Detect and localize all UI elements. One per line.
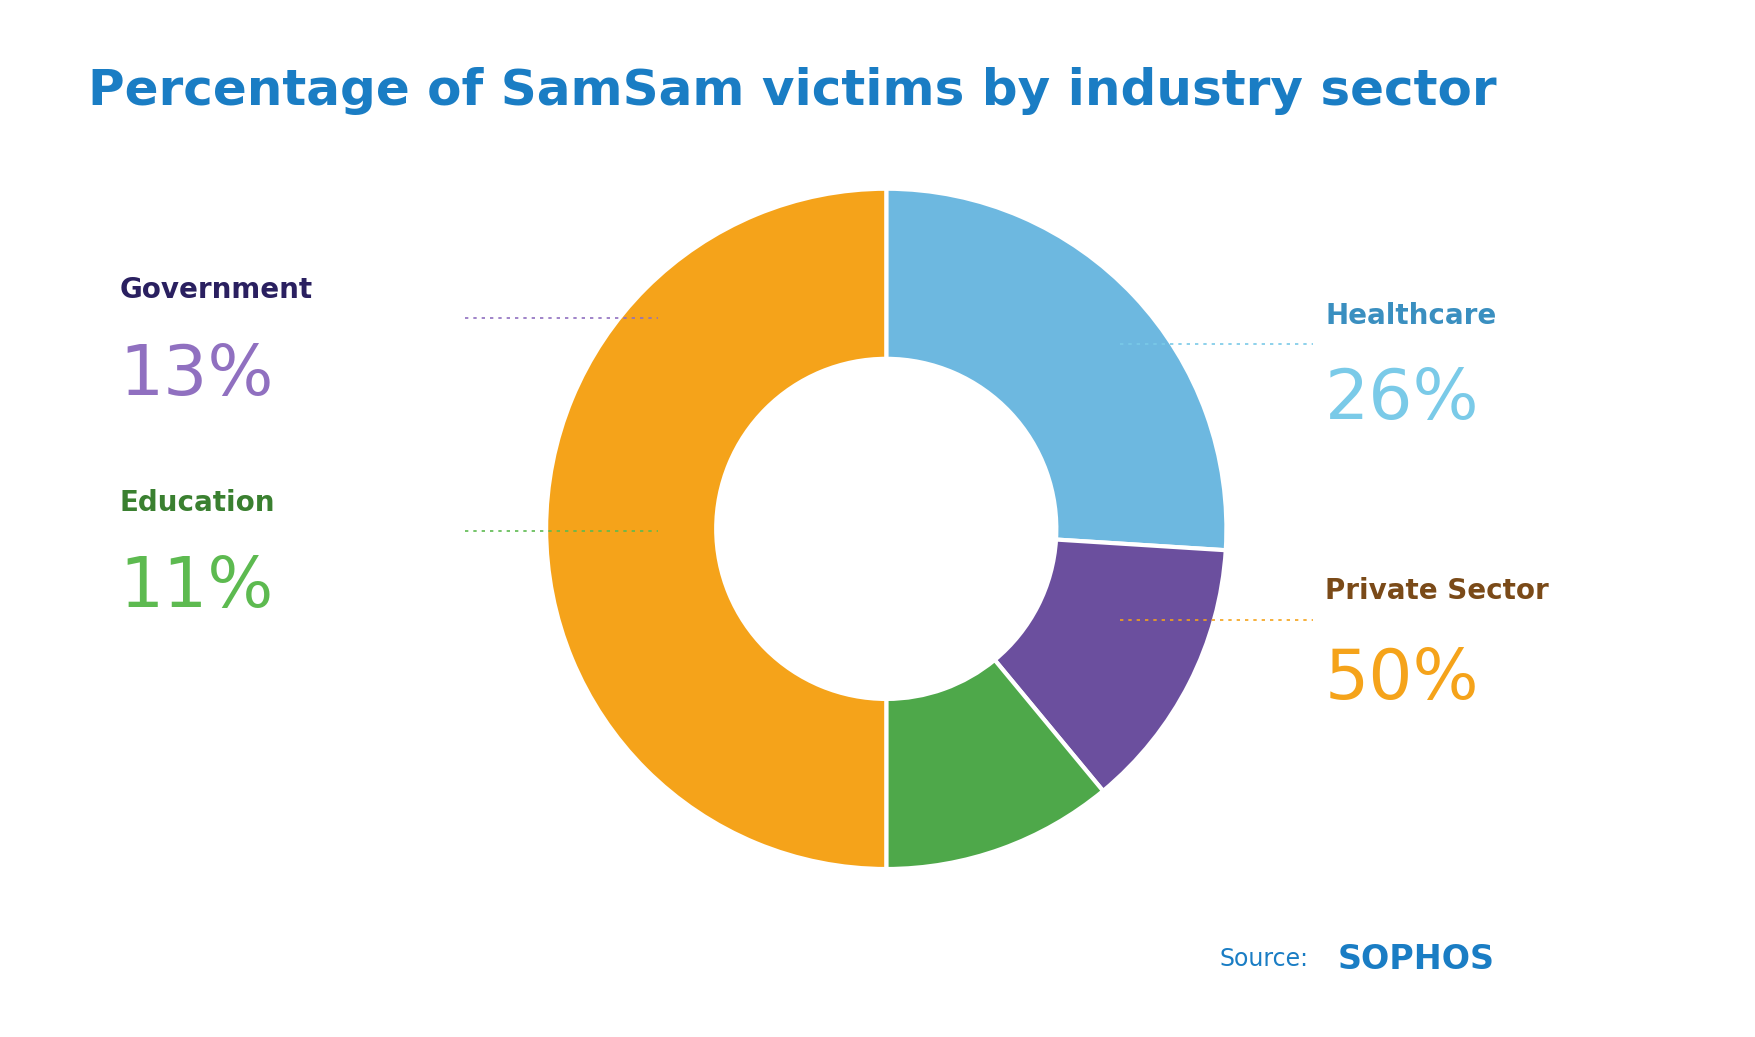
- Wedge shape: [886, 660, 1104, 869]
- Text: 13%: 13%: [119, 342, 274, 409]
- Text: Healthcare: Healthcare: [1325, 302, 1497, 331]
- Wedge shape: [995, 539, 1225, 791]
- Text: Private Sector: Private Sector: [1325, 577, 1548, 606]
- Wedge shape: [886, 189, 1227, 551]
- Text: Government: Government: [119, 276, 312, 305]
- Text: Source:: Source:: [1220, 947, 1309, 972]
- Text: SOPHOS: SOPHOS: [1337, 943, 1494, 976]
- Text: Percentage of SamSam victims by industry sector: Percentage of SamSam victims by industry…: [88, 67, 1497, 115]
- Text: 50%: 50%: [1325, 646, 1479, 712]
- Text: 26%: 26%: [1325, 366, 1479, 432]
- Wedge shape: [546, 189, 886, 869]
- Text: Education: Education: [119, 488, 276, 517]
- Text: 11%: 11%: [119, 555, 274, 621]
